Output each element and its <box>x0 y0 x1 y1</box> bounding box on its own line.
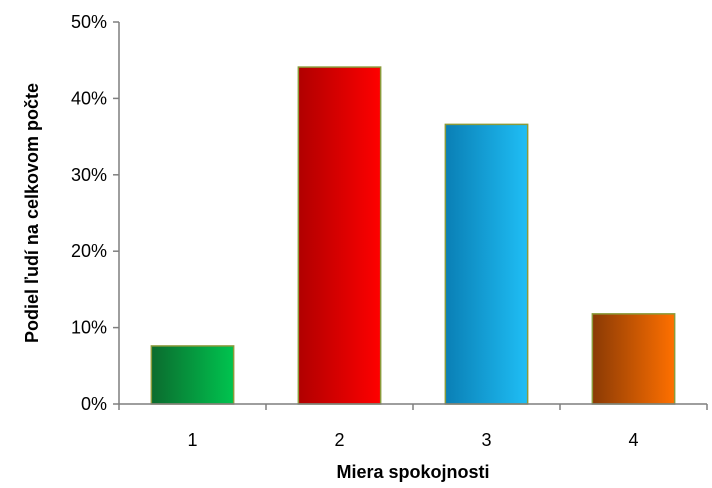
x-tick-label: 4 <box>628 430 638 450</box>
y-tick-label: 50% <box>71 12 107 32</box>
bars-group <box>150 66 676 405</box>
bar-category-1 <box>150 345 235 405</box>
y-tick-label: 30% <box>71 165 107 185</box>
bar-category-4 <box>591 313 676 405</box>
y-tick-label: 20% <box>71 241 107 261</box>
x-axis-title: Miera spokojnosti <box>336 462 489 482</box>
bar-category-3 <box>444 123 529 405</box>
y-tick-label: 0% <box>81 394 107 414</box>
y-tick-label: 40% <box>71 88 107 108</box>
x-ticks-group: 1 2 3 4 <box>118 404 708 450</box>
bar-category-2 <box>297 66 382 405</box>
y-axis-title: Podiel ľudí na celkovom počte <box>22 83 42 343</box>
x-tick-label: 1 <box>187 430 197 450</box>
x-tick-label: 2 <box>334 430 344 450</box>
y-tick-label: 10% <box>71 318 107 338</box>
x-tick-label: 3 <box>481 430 491 450</box>
y-ticks-group: 0% 10% 20% 30% 40% 50% <box>71 12 119 414</box>
